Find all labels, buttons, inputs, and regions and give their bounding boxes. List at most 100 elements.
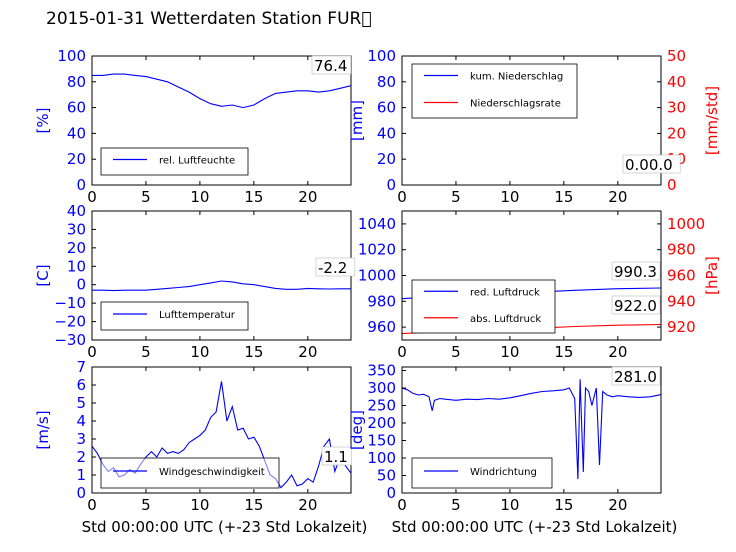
x-tick-label: 20 [298, 496, 317, 514]
x-tick-label: 10 [190, 496, 209, 514]
y-tick-label: 0 [386, 176, 396, 194]
y-tick-label: 40 [377, 124, 396, 142]
legend: red. Luftdruck abs. Luftdruck [411, 279, 556, 334]
y2-tick-label: 30 [667, 99, 686, 117]
y-axis-label: [mm] [348, 100, 366, 141]
y-tick-label: 0 [386, 484, 396, 502]
last-value-box [311, 55, 352, 75]
page-title: 2015-01-31 Wetterdaten Station FUR  [46, 9, 372, 29]
legend-label: Lufttemperatur [159, 310, 236, 321]
legend: kum. Niederschlag Niederschlagsrate [411, 63, 578, 119]
y2-tick-label: 920 [667, 318, 696, 336]
x-tick-label: 0 [397, 343, 407, 361]
legend-label: Niederschlagsrate [470, 99, 561, 110]
y2-tick-label: 980 [667, 241, 696, 259]
subplot-temperature: 0 5 10 15 20−30−20−10010203040[C]Lufttempera… [34, 202, 356, 361]
last-value-box [315, 257, 356, 277]
x-tick-label: 15 [244, 343, 263, 361]
x-tick-label: 5 [451, 496, 461, 514]
legend-label: Windgeschwindigkeit [159, 467, 265, 478]
x-tick-label: 0 [87, 496, 97, 514]
y2-tick-label: 1000 [667, 215, 705, 233]
series-line-0 [92, 280, 351, 292]
x-tick-label: 5 [141, 188, 151, 206]
y-tick-label: −20 [54, 313, 86, 331]
x-tick-label: 0 [87, 343, 97, 361]
y-tick-label: 20 [67, 150, 86, 168]
legend-label: abs. Luftdruck [470, 314, 541, 325]
y-tick-label: 100 [57, 47, 86, 65]
y2-tick-label: 960 [667, 267, 696, 285]
y-tick-label: 50 [377, 467, 396, 485]
legend-box [411, 457, 553, 489]
last-value-label: 990.3 [614, 263, 657, 281]
y-tick-label: 200 [367, 414, 396, 432]
y-tick-label: 960 [367, 318, 396, 336]
x-tick-label: 15 [554, 496, 573, 514]
x-tick-label: 0 [397, 188, 407, 206]
x-tick-label: 20 [298, 188, 317, 206]
y-tick-label: 80 [377, 73, 396, 91]
legend-label: red. Luftdruck [470, 287, 540, 298]
y-tick-label: −10 [54, 294, 86, 312]
y-tick-label: 7 [76, 358, 86, 376]
last-value-box [321, 446, 352, 466]
plot-frame [91, 55, 352, 186]
legend-label: rel. Luftfeuchte [159, 156, 235, 167]
y-tick-label: 60 [67, 99, 86, 117]
x-tick-label: 10 [190, 188, 209, 206]
legend-label: kum. Niederschlag [470, 72, 563, 83]
x-tick-label: 20 [298, 343, 317, 361]
x-tick-label: 5 [451, 343, 461, 361]
legend-label: Windrichtung [470, 467, 537, 478]
y-tick-label: 980 [367, 292, 396, 310]
y-tick-label: 1040 [358, 215, 396, 233]
last-value-box [622, 154, 681, 174]
y2-axis-label: [mm/std] [703, 86, 721, 155]
x-tick-label: 10 [500, 188, 519, 206]
series-line-0 [92, 73, 352, 109]
y-tick-label: 3 [76, 430, 86, 448]
last-value-label: -2.2 [318, 259, 347, 277]
x-axis-label: Std 00:00:00 UTC (+-23 Std Lokalzeit) [82, 518, 368, 536]
last-value-label: 1.1 [324, 448, 348, 466]
series-line-0 [401, 379, 662, 480]
y-axis-label: [m/s] [34, 410, 52, 449]
last-value-label: 76.4 [314, 57, 347, 75]
x-tick-label: 0 [87, 188, 97, 206]
y2-axis-label: [hPa] [703, 256, 721, 295]
y-tick-label: 30 [67, 220, 86, 238]
plot-frame [401, 366, 662, 494]
x-tick-label: 10 [500, 343, 519, 361]
y-tick-label: 40 [67, 202, 86, 220]
y-tick-label: 1020 [358, 241, 396, 259]
y-tick-label: 1 [76, 466, 86, 484]
y-tick-label: 100 [367, 47, 396, 65]
y2-tick-label: 0 [667, 176, 677, 194]
subplot-pressure: 0 5 10 15 20 960 980 1000 1020 1040 920 940 960 980 10… [358, 210, 721, 361]
y-tick-label: 20 [377, 150, 396, 168]
subplot-precip: 0510152002040608010001020304050[mm][mm/s… [348, 47, 721, 206]
legend-box [411, 63, 578, 119]
y-tick-label: 100 [367, 449, 396, 467]
x-tick-label: 20 [608, 188, 627, 206]
legend: Windgeschwindigkeit [100, 457, 280, 489]
subplot-humidity: 0 5 10 15 20 0 20 40 60 80 100 [%] rel. Luftfeuchte 7… [34, 47, 352, 206]
last-value-box [611, 366, 661, 386]
y-tick-label: 0 [76, 484, 86, 502]
y2-tick-label: 50 [667, 47, 686, 65]
legend-box [411, 279, 556, 334]
y-axis-label: [deg] [348, 410, 366, 450]
x-tick-label: 5 [451, 188, 461, 206]
y-axis-label: [%] [34, 108, 52, 134]
x-tick-label: 5 [141, 496, 151, 514]
y-tick-label: 0 [76, 176, 86, 194]
x-tick-label: 20 [608, 343, 627, 361]
y-tick-label: 20 [67, 239, 86, 257]
x-tick-label: 15 [244, 496, 263, 514]
legend-box [100, 147, 249, 176]
y-tick-label: 350 [367, 362, 396, 380]
last-value-box [611, 261, 661, 281]
